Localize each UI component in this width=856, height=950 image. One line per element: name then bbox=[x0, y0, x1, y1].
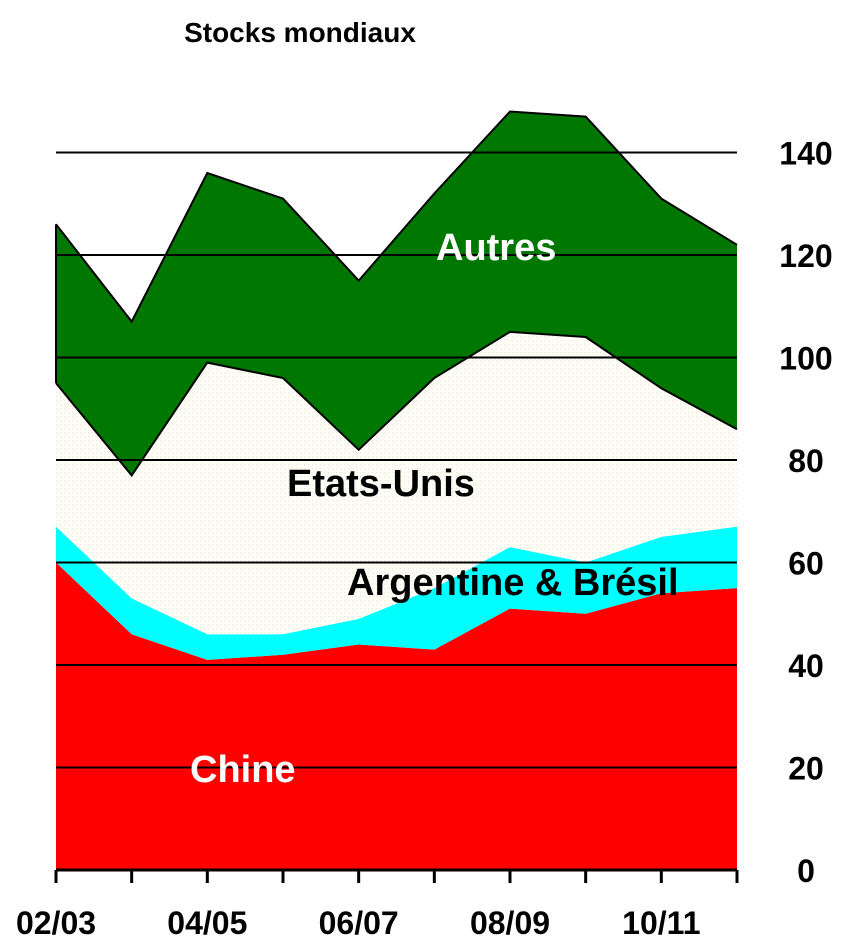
x-tick-label: 02/03 bbox=[16, 905, 96, 941]
x-axis: 02/03 04/05 06/07 08/09 10/11 bbox=[16, 868, 739, 941]
label-etats-unis: Etats-Unis bbox=[287, 463, 475, 505]
y-tick-label: 20 bbox=[788, 751, 824, 787]
area-chine bbox=[56, 562, 737, 870]
y-tick-label: 120 bbox=[779, 238, 832, 274]
y-axis-ticks: 0 20 40 60 80 100 120 140 bbox=[779, 136, 832, 890]
y-tick-label: 40 bbox=[788, 648, 824, 684]
x-tick-label: 04/05 bbox=[167, 905, 247, 941]
y-tick-label: 80 bbox=[788, 443, 824, 479]
x-tick-label: 08/09 bbox=[470, 905, 550, 941]
gridlines bbox=[56, 151, 737, 769]
chart-title: Stocks mondiaux bbox=[184, 17, 416, 48]
boundary-line bbox=[55, 110, 738, 324]
area-autres bbox=[56, 111, 737, 476]
series-labels: Chine Argentine & Brésil Etats-Unis Autres bbox=[190, 227, 679, 791]
series-boundaries bbox=[55, 110, 738, 478]
stacked-areas bbox=[56, 111, 737, 870]
x-tick-label: 06/07 bbox=[319, 905, 399, 941]
label-argentine-br-sil: Argentine & Brésil bbox=[347, 562, 679, 604]
label-chine: Chine bbox=[190, 749, 296, 791]
y-tick-label: 100 bbox=[779, 341, 832, 377]
label-autres: Autres bbox=[436, 227, 556, 269]
x-tick-label: 10/11 bbox=[622, 905, 700, 941]
y-tick-label: 60 bbox=[788, 546, 824, 582]
area-etats-unis bbox=[56, 331, 737, 635]
area-argentine-br-sil bbox=[56, 526, 737, 660]
y-tick-label: 140 bbox=[779, 136, 832, 172]
y-tick-label: 0 bbox=[797, 853, 815, 889]
boundary-line bbox=[55, 330, 738, 478]
